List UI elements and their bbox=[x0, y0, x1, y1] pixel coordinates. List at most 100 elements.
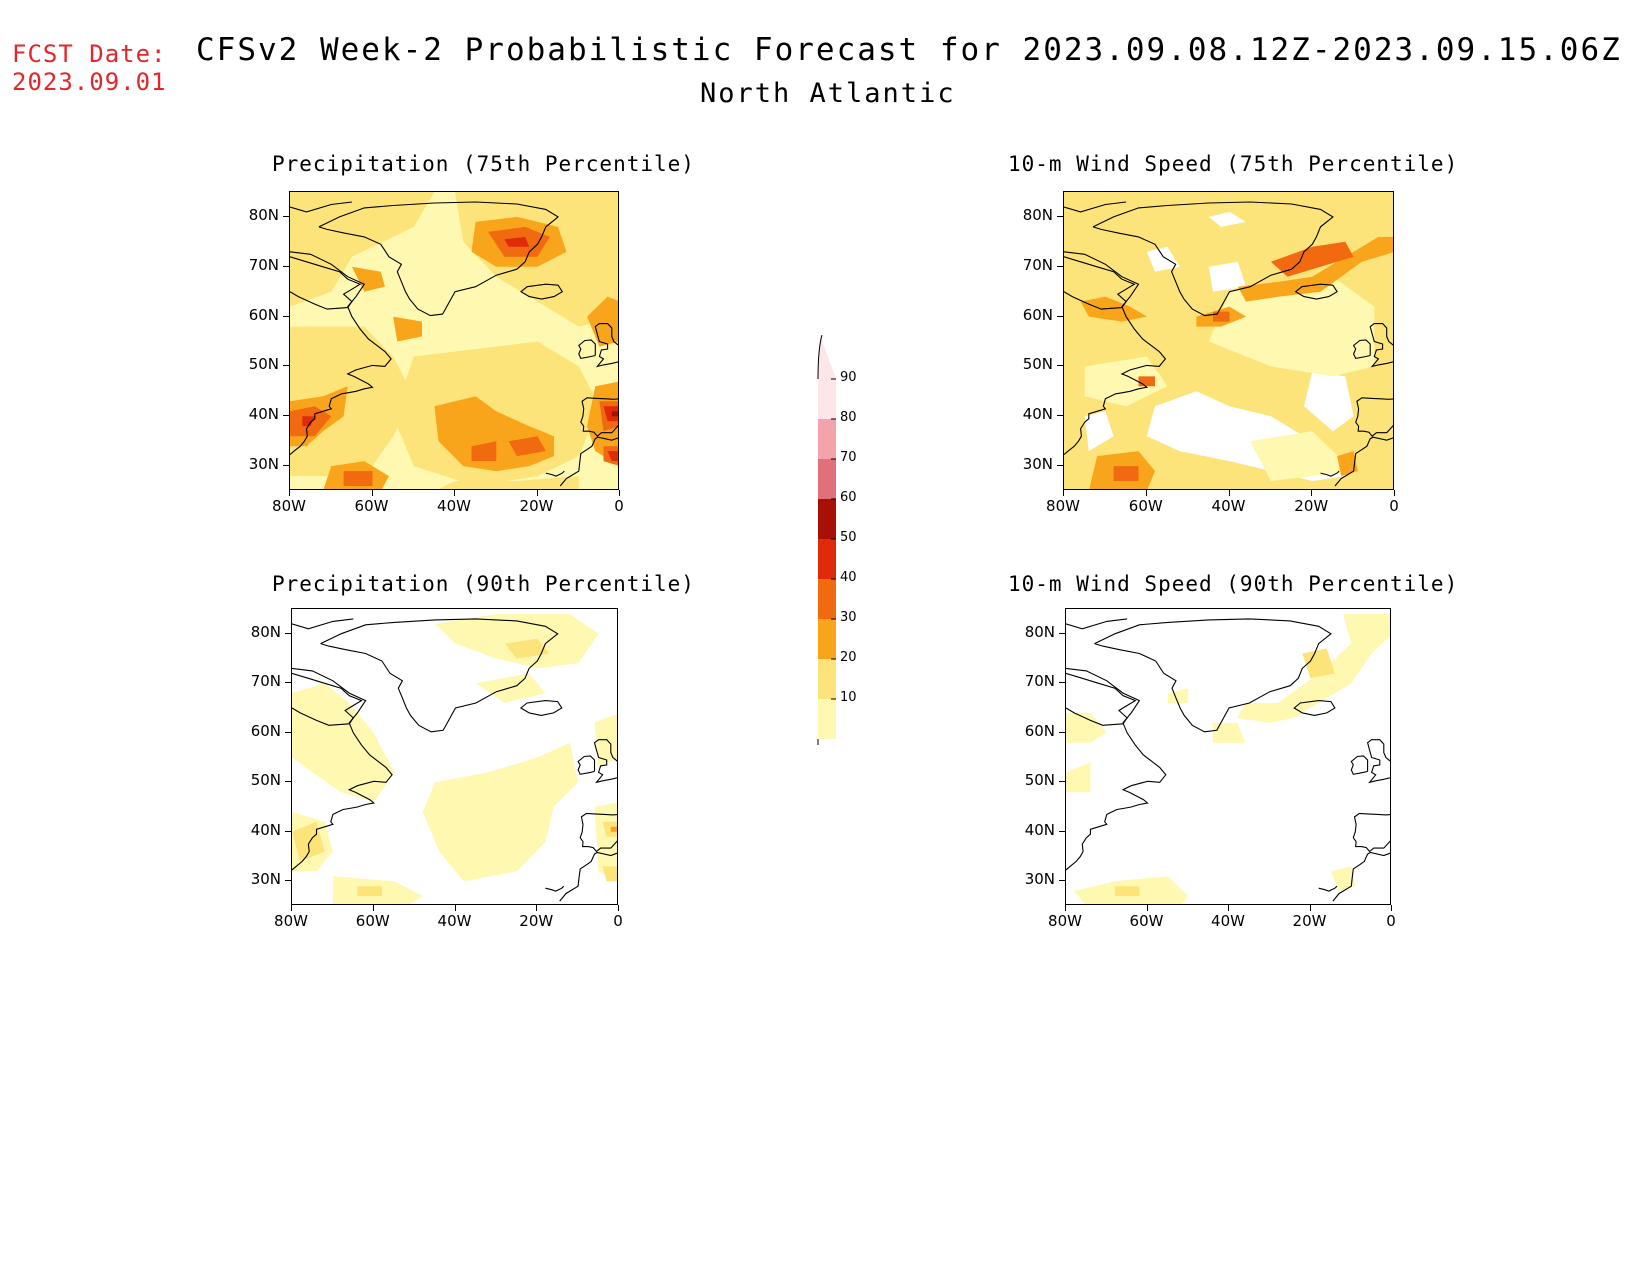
shaded-region bbox=[1337, 451, 1358, 477]
coastline bbox=[577, 755, 596, 775]
lat-label: 60N bbox=[248, 305, 279, 324]
coastline bbox=[579, 812, 617, 853]
lon-label: 40W bbox=[1211, 912, 1245, 930]
shaded-region bbox=[1114, 886, 1140, 897]
lat-tick bbox=[285, 731, 291, 733]
lat-label: 70N bbox=[1024, 672, 1055, 691]
lat-tick bbox=[285, 781, 291, 783]
lon-tick bbox=[619, 490, 620, 496]
shaded-region bbox=[1237, 236, 1393, 302]
coastline bbox=[1366, 739, 1390, 784]
lat-label: 30N bbox=[1022, 455, 1053, 474]
lat-tick bbox=[1057, 415, 1063, 417]
coastline bbox=[1066, 672, 1137, 726]
shaded-region bbox=[471, 441, 497, 462]
lon-label: 0 bbox=[614, 497, 624, 515]
panel-title-precip-75: Precipitation (75th Percentile) bbox=[272, 152, 695, 176]
coastline bbox=[1293, 700, 1336, 716]
map-canvas bbox=[290, 192, 618, 489]
shaded-region bbox=[435, 614, 599, 669]
colorbar-segment bbox=[818, 619, 836, 659]
shaded-region bbox=[292, 683, 395, 803]
shaded-region bbox=[504, 236, 530, 247]
coastline bbox=[1092, 201, 1334, 317]
lat-label: 60N bbox=[1022, 305, 1053, 324]
shaded-region bbox=[1304, 371, 1354, 432]
shaded-region bbox=[302, 416, 315, 427]
lon-tick bbox=[454, 490, 455, 496]
lon-tick bbox=[618, 905, 619, 911]
coastline bbox=[320, 618, 559, 733]
lat-tick bbox=[1057, 215, 1063, 217]
coastline bbox=[519, 700, 563, 716]
lon-tick bbox=[1394, 490, 1395, 496]
lat-tick bbox=[285, 880, 291, 882]
map-canvas bbox=[1066, 614, 1390, 904]
coastline bbox=[1352, 339, 1371, 360]
shaded-region bbox=[504, 638, 550, 659]
coastline bbox=[1064, 256, 1136, 310]
lat-label: 50N bbox=[1024, 771, 1055, 790]
lat-tick bbox=[285, 830, 291, 832]
lon-tick bbox=[536, 905, 538, 911]
lon-tick bbox=[371, 490, 373, 496]
lon-label: 20W bbox=[519, 912, 554, 930]
lat-label: 30N bbox=[248, 455, 279, 474]
shaded-region bbox=[1167, 688, 1189, 703]
colorbar-label: 90 bbox=[840, 370, 857, 385]
coastline bbox=[559, 851, 617, 902]
lat-tick bbox=[1059, 632, 1065, 634]
panel-title-precip-90: Precipitation (90th Percentile) bbox=[272, 572, 695, 596]
lat-tick bbox=[285, 632, 291, 634]
lon-tick bbox=[1065, 905, 1066, 911]
lon-tick bbox=[454, 905, 456, 911]
coastline bbox=[594, 323, 618, 368]
coastline bbox=[1355, 397, 1393, 437]
colorbar-segment bbox=[818, 459, 836, 499]
colorbar-label: 60 bbox=[840, 490, 857, 505]
lat-label: 80N bbox=[1024, 622, 1055, 641]
shaded-region bbox=[1066, 712, 1107, 743]
lat-tick bbox=[283, 415, 289, 417]
coastline bbox=[545, 885, 565, 892]
coastline bbox=[1350, 755, 1369, 775]
lat-tick bbox=[1059, 682, 1065, 684]
shaded-region bbox=[1066, 762, 1091, 793]
lon-label: 80W bbox=[1048, 912, 1082, 930]
coastline bbox=[1318, 885, 1338, 892]
lat-tick bbox=[1059, 781, 1065, 783]
shaded-region bbox=[422, 742, 579, 882]
page-title: CFSv2 Week-2 Probabilistic Forecast for … bbox=[196, 32, 1622, 68]
lon-tick bbox=[1309, 905, 1311, 911]
shaded-region bbox=[1213, 311, 1230, 322]
coastline bbox=[1369, 323, 1393, 368]
lat-label: 40N bbox=[1022, 405, 1053, 424]
shaded-region bbox=[1330, 866, 1356, 892]
coastline bbox=[578, 339, 596, 360]
shaded-region bbox=[1302, 648, 1335, 679]
colorbar-label: 30 bbox=[840, 610, 857, 625]
shaded-region bbox=[1208, 276, 1375, 377]
colorbar-label: 50 bbox=[840, 530, 857, 545]
lon-label: 20W bbox=[1294, 497, 1329, 515]
lon-label: 80W bbox=[274, 912, 308, 930]
shaded-region bbox=[602, 821, 617, 837]
shaded-region bbox=[1084, 411, 1114, 452]
colorbar-outline bbox=[817, 334, 823, 380]
shaded-region bbox=[1138, 376, 1155, 387]
lon-tick bbox=[1145, 490, 1147, 496]
shaded-region bbox=[1080, 296, 1147, 322]
coastline bbox=[1064, 201, 1127, 213]
lat-label: 60N bbox=[1024, 721, 1055, 740]
lon-label: 60W bbox=[1128, 497, 1163, 515]
lat-label: 70N bbox=[248, 255, 279, 274]
shaded-region bbox=[1212, 722, 1246, 743]
lat-label: 60N bbox=[250, 721, 281, 740]
lon-label: 0 bbox=[613, 912, 623, 930]
shaded-region bbox=[587, 296, 618, 347]
colorbar-label: 70 bbox=[840, 450, 857, 465]
lat-label: 30N bbox=[1024, 870, 1055, 889]
coastline bbox=[593, 739, 617, 784]
coastline bbox=[1334, 436, 1393, 487]
lat-label: 70N bbox=[250, 672, 281, 691]
